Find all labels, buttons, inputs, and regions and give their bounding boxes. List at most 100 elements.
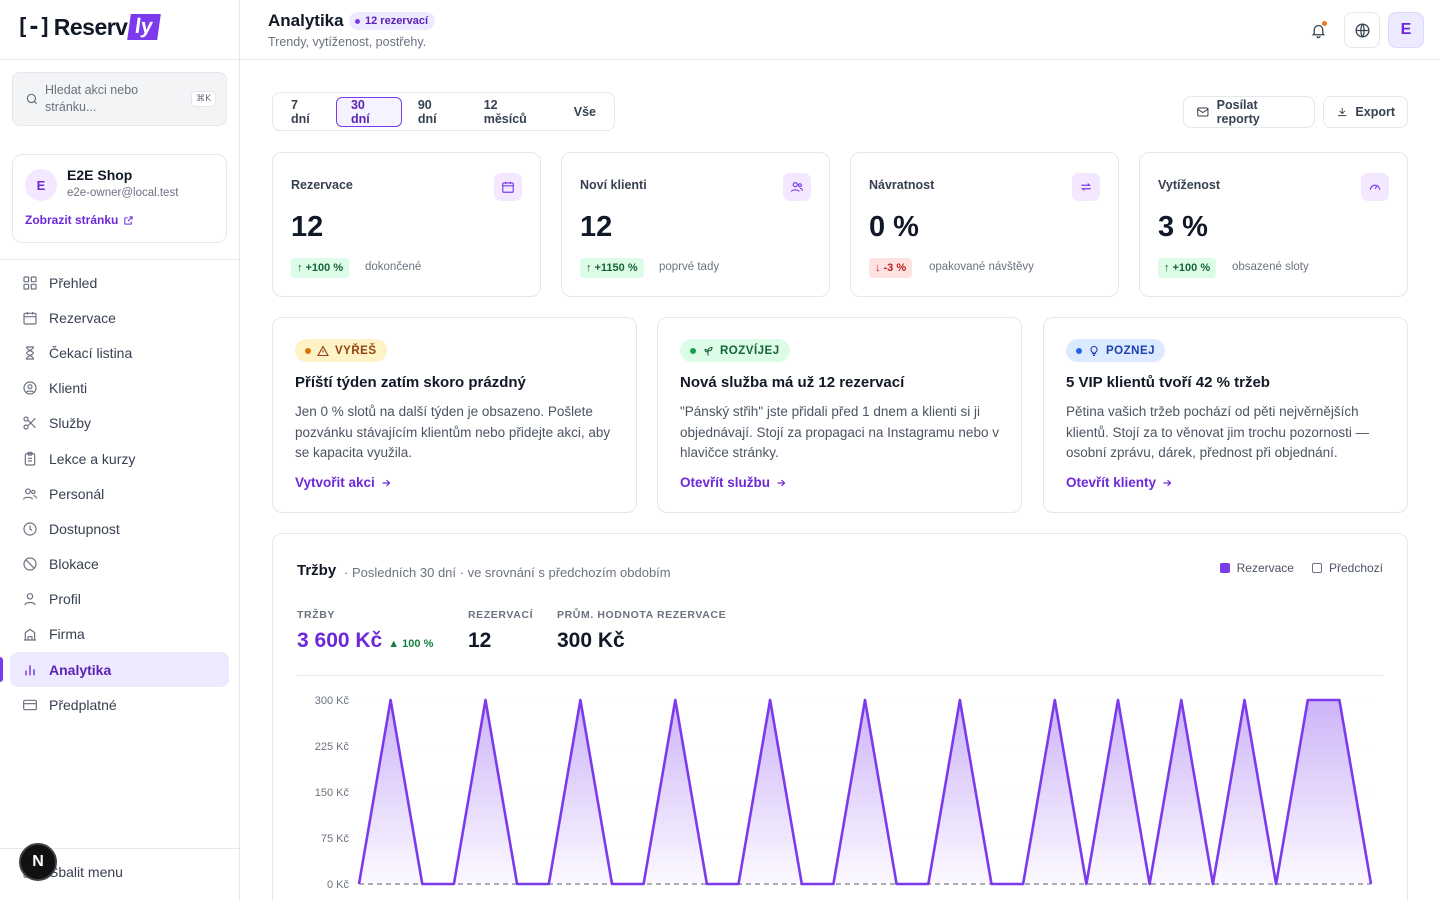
divider bbox=[0, 848, 239, 849]
bar-chart-icon bbox=[25, 664, 35, 675]
revenue-chart: 300 Kč 225 Kč 150 Kč 75 Kč 0 Kč bbox=[315, 695, 1373, 891]
kpi-label: Noví klienti bbox=[580, 178, 647, 192]
language-button[interactable] bbox=[1344, 12, 1380, 48]
sidebar-item-predplatne[interactable]: Předplatné bbox=[10, 687, 229, 722]
page-header: Analytika 12 rezervací Trendy, vytíženos… bbox=[240, 0, 1440, 60]
insight-card-fix: VYŘEŠ Příští týden zatím skoro prázdný J… bbox=[272, 317, 637, 513]
insight-tag-label: ROZVÍJEJ bbox=[720, 344, 780, 357]
sidebar-item-klienti[interactable]: Klienti bbox=[10, 371, 229, 406]
stat-value-text: 3 600 Kč bbox=[297, 629, 383, 652]
legend-previous[interactable]: Předchozí bbox=[1311, 561, 1383, 575]
users-icon bbox=[790, 182, 804, 192]
kpi-icon-wrap bbox=[1072, 173, 1100, 201]
tag-dot bbox=[690, 347, 696, 354]
sidebar-item-prehled[interactable]: Přehled bbox=[10, 265, 229, 300]
y-tick-label: 225 Kč bbox=[315, 741, 350, 753]
shop-card: E E2E Shop e2e-owner@local.test Zobrazit… bbox=[12, 154, 227, 243]
sidebar-item-sluzby[interactable]: Služby bbox=[10, 406, 229, 441]
insight-card-grow: ROZVÍJEJ Nová služba má už 12 rezervací … bbox=[657, 317, 1022, 513]
kpi-label: Návratnost bbox=[869, 178, 935, 192]
insight-body: Jen 0 % slotů na další týden je obsazeno… bbox=[295, 404, 611, 460]
user-avatar-button[interactable]: E bbox=[1388, 12, 1424, 48]
period-90-days[interactable]: 90 dní bbox=[417, 97, 437, 126]
shop-avatar: E bbox=[25, 169, 57, 201]
stat-value: 300 Kč bbox=[557, 629, 625, 652]
logo-suffix: ly bbox=[127, 14, 161, 40]
send-reports-button[interactable]: Posílat reporty bbox=[1183, 96, 1315, 128]
download-icon bbox=[1338, 107, 1347, 117]
page-subtitle: Trendy, vytíženost, postřehy. bbox=[268, 35, 427, 49]
sidebar-item-firma[interactable]: Firma bbox=[10, 617, 229, 652]
sidebar-item-dostupnost[interactable]: Dostupnost bbox=[10, 511, 229, 546]
credit-card-icon bbox=[23, 699, 37, 711]
mail-icon bbox=[1197, 107, 1209, 117]
sidebar-item-blokace[interactable]: Blokace bbox=[10, 547, 229, 582]
bell-icon bbox=[1311, 24, 1325, 38]
clipboard-icon bbox=[24, 451, 36, 466]
view-page-link[interactable]: Zobrazit stránku bbox=[25, 213, 134, 227]
legend-current[interactable]: Rezervace bbox=[1219, 561, 1294, 575]
sidebar: [-] Reserv ly Hledat akci nebo stránku..… bbox=[0, 0, 240, 900]
kpi-delta-value: +1150 % bbox=[594, 262, 638, 274]
search-shortcut: ⌘K bbox=[191, 91, 216, 107]
export-button[interactable]: Export bbox=[1323, 96, 1408, 128]
sidebar-item-label: Klienti bbox=[49, 380, 88, 397]
globe-icon bbox=[1354, 22, 1370, 38]
sidebar-item-label: Profil bbox=[49, 591, 81, 608]
sidebar-item-analytika[interactable]: Analytika bbox=[0, 652, 229, 688]
period-30-days[interactable]: 30 dní bbox=[335, 96, 402, 127]
stat-label: TRŽBY bbox=[297, 609, 335, 621]
kpi-delta-value: -3 % bbox=[883, 262, 907, 274]
y-tick-label: 75 Kč bbox=[321, 833, 350, 845]
shop-email: e2e-owner@local.test bbox=[67, 187, 179, 199]
notifications-button[interactable] bbox=[1300, 12, 1336, 48]
export-label: Export bbox=[1355, 105, 1395, 119]
insight-card-learn: POZNEJ 5 VIP klientů tvoří 42 % tržeb Pě… bbox=[1043, 317, 1408, 513]
clock-icon bbox=[23, 522, 37, 536]
search-input[interactable]: Hledat akci nebo stránku... ⌘K bbox=[12, 72, 227, 126]
period-12-months[interactable]: 12 měsíců bbox=[483, 97, 527, 126]
insight-title: 5 VIP klientů tvoří 42 % tržeb bbox=[1066, 374, 1270, 391]
kpi-note: poprvé tady bbox=[659, 261, 720, 273]
kpi-icon-wrap bbox=[494, 173, 522, 201]
arrow-right-icon bbox=[1163, 479, 1172, 486]
open-clients-link[interactable]: Otevřít klienty bbox=[1066, 475, 1173, 490]
sidebar-item-cekaci-listina[interactable]: Čekací listina bbox=[10, 335, 229, 370]
stat-revenue: TRŽBY 3 600 Kč ▲ 100 % bbox=[297, 609, 433, 653]
chart-legend: Rezervace Předchozí bbox=[1219, 561, 1383, 575]
stat-label: PRŮM. HODNOTA REZERVACE bbox=[557, 609, 727, 621]
insight-title: Příští týden zatím skoro prázdný bbox=[295, 374, 526, 391]
period-7-days[interactable]: 7 dní bbox=[291, 97, 310, 126]
insight-tag: ROZVÍJEJ bbox=[680, 339, 790, 362]
insight-tag-label: VYŘEŠ bbox=[335, 344, 377, 357]
ban-icon bbox=[23, 557, 37, 571]
brand-logo[interactable]: [-] Reserv ly bbox=[16, 14, 161, 40]
active-indicator bbox=[0, 657, 3, 683]
external-link-icon bbox=[124, 215, 134, 225]
page-title: Analytika bbox=[268, 11, 344, 30]
kpi-delta-value: +100 % bbox=[305, 262, 344, 274]
arrow-up-icon: ↑ bbox=[1164, 262, 1170, 274]
kpi-delta: ↑ +1150 % bbox=[580, 258, 644, 278]
sidebar-item-personal[interactable]: Personál bbox=[10, 476, 229, 511]
revenue-card: Tržby · Posledních 30 dní · ve srovnání … bbox=[272, 533, 1408, 900]
scissors-icon bbox=[23, 416, 36, 430]
collapse-label: Sbalit menu bbox=[49, 864, 123, 880]
dev-tools-badge[interactable]: N bbox=[19, 843, 57, 881]
kpi-value: 0 % bbox=[869, 211, 919, 243]
kpi-label: Vytíženost bbox=[1158, 178, 1221, 192]
period-all[interactable]: Vše bbox=[573, 104, 597, 119]
view-page-label: Zobrazit stránku bbox=[25, 213, 119, 227]
insight-tag: POZNEJ bbox=[1066, 339, 1166, 362]
tag-dot bbox=[305, 347, 311, 354]
open-service-link[interactable]: Otevřít službu bbox=[680, 475, 787, 490]
calendar-icon bbox=[23, 311, 37, 325]
create-event-link[interactable]: Vytvořit akci bbox=[295, 475, 392, 490]
chart-y-axis: 300 Kč 225 Kč 150 Kč 75 Kč 0 Kč bbox=[315, 695, 350, 891]
user-icon bbox=[24, 593, 36, 606]
sidebar-item-profil[interactable]: Profil bbox=[10, 582, 229, 617]
series-line-rezervace bbox=[357, 698, 1373, 886]
sidebar-item-lekce[interactable]: Lekce a kurzy bbox=[10, 441, 229, 476]
kpi-delta-value: +100 % bbox=[1172, 262, 1211, 274]
sidebar-item-rezervace[interactable]: Rezervace bbox=[10, 300, 229, 335]
